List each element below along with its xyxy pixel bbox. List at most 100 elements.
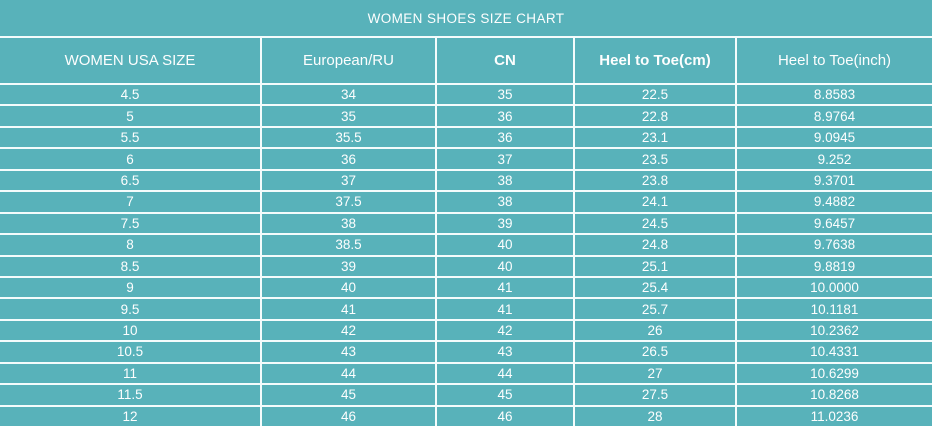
table-cell: 45 bbox=[437, 385, 575, 405]
table-cell: 35 bbox=[262, 106, 437, 126]
table-cell: 35 bbox=[437, 85, 575, 105]
table-cell: 23.8 bbox=[575, 170, 737, 191]
table-row: 10.5 43 43 26.5 10.4331 bbox=[0, 342, 932, 364]
table-cell: 10.0000 bbox=[810, 280, 859, 296]
table-cell: 10.4331 bbox=[810, 344, 859, 360]
table-cell: 6 bbox=[0, 149, 262, 169]
table-cell: 36 bbox=[437, 127, 575, 148]
table-cell: 8 bbox=[0, 235, 262, 255]
table-cell: 24.1 bbox=[575, 192, 737, 212]
table-cell: 42 bbox=[262, 320, 437, 341]
table-cell: 7 bbox=[0, 192, 262, 212]
table-cell: 42 bbox=[437, 320, 575, 341]
table-cell: 5 bbox=[0, 106, 262, 126]
table-row: 5.5 35.5 36 23.1 9.0945 bbox=[0, 127, 932, 150]
table-cell: 4.5 bbox=[0, 85, 262, 105]
table-cell: 34 bbox=[262, 85, 437, 105]
table-cell: 40 bbox=[437, 256, 575, 276]
table-cell: 41 bbox=[437, 277, 575, 298]
table-cell: 35.5 bbox=[262, 127, 437, 148]
table-cell: 41 bbox=[262, 299, 437, 319]
table-cell: 9.7638 bbox=[813, 237, 856, 253]
table-row: 11 44 44 27 10.6299 bbox=[0, 363, 932, 386]
table-cell: 27.5 bbox=[575, 385, 737, 405]
table-row: 6.5 37 38 23.8 9.3701 bbox=[0, 170, 932, 193]
table-cell: 39 bbox=[262, 256, 437, 276]
table-cell: 23.1 bbox=[575, 127, 737, 148]
table-cell: 40 bbox=[437, 235, 575, 255]
column-header: European/RU bbox=[262, 38, 437, 83]
table-cell: 8.8583 bbox=[813, 87, 856, 103]
table-cell: 23.5 bbox=[575, 149, 737, 169]
table-cell: 37 bbox=[437, 149, 575, 169]
table-cell: 10.2362 bbox=[810, 323, 859, 339]
table-cell: 25.7 bbox=[575, 299, 737, 319]
table-cell: 9.4882 bbox=[813, 194, 856, 210]
table-cell: 9.3701 bbox=[813, 172, 856, 188]
table-cell: 24.5 bbox=[575, 213, 737, 234]
table-cell: 22.5 bbox=[575, 85, 737, 105]
table-cell: 11 bbox=[0, 363, 262, 384]
column-header: Heel to Toe(cm) bbox=[575, 38, 737, 83]
table-cell: 44 bbox=[437, 363, 575, 384]
table-cell: 40 bbox=[262, 277, 437, 298]
header-row: WOMEN USA SIZE European/RU CN Heel to Toe(c… bbox=[0, 38, 932, 85]
table-cell: 11.0236 bbox=[810, 408, 859, 424]
table-cell: 12 bbox=[0, 406, 262, 426]
table-row: 6 36 37 23.5 9.252 bbox=[0, 149, 932, 171]
table-cell: 22.8 bbox=[575, 106, 737, 126]
table-cell: 9.252 bbox=[817, 151, 852, 167]
table-cell: 38 bbox=[437, 192, 575, 212]
table-row: 10 42 42 26 10.2362 bbox=[0, 320, 932, 343]
table-cell: 7.5 bbox=[0, 213, 262, 234]
table-cell: 10.6299 bbox=[810, 365, 859, 381]
table-cell: 38 bbox=[262, 213, 437, 234]
table-cell: 26.5 bbox=[575, 342, 737, 362]
table-cell: 9.8819 bbox=[813, 258, 856, 274]
table-cell: 46 bbox=[262, 406, 437, 426]
table-cell: 41 bbox=[437, 299, 575, 319]
table-cell: 38 bbox=[437, 170, 575, 191]
table-cell: 25.1 bbox=[575, 256, 737, 276]
table-cell: 27 bbox=[575, 363, 737, 384]
table-cell: 45 bbox=[262, 385, 437, 405]
column-header: CN bbox=[437, 38, 575, 83]
table-cell: 44 bbox=[262, 363, 437, 384]
table-cell: 8.5 bbox=[0, 256, 262, 276]
table-cell: 43 bbox=[262, 342, 437, 362]
table-cell: 36 bbox=[437, 106, 575, 126]
table-cell: 9.5 bbox=[0, 299, 262, 319]
table-row: 4.5 34 35 22.5 8.8583 bbox=[0, 85, 932, 107]
table-row: 8 38.5 40 24.8 9.7638 bbox=[0, 235, 932, 257]
table-row: 9 40 41 25.4 10.0000 bbox=[0, 277, 932, 300]
table-cell: 9.0945 bbox=[813, 130, 856, 146]
column-header: WOMEN USA SIZE bbox=[0, 38, 262, 83]
table-row: 11.5 45 45 27.5 10.8268 bbox=[0, 385, 932, 407]
table-body: 4.5 34 35 22.5 8.8583 5 35 36 22.8 8.9764 5.5 35.5 3… bbox=[0, 85, 932, 426]
table-cell: 39 bbox=[437, 213, 575, 234]
table-cell: 6.5 bbox=[0, 170, 262, 191]
table-cell: 38.5 bbox=[262, 235, 437, 255]
table-cell: 28 bbox=[575, 406, 737, 426]
table-row: 7 37.5 38 24.1 9.4882 bbox=[0, 192, 932, 214]
table-cell: 10.1181 bbox=[810, 301, 859, 317]
table-cell: 36 bbox=[262, 149, 437, 169]
table-cell: 11.5 bbox=[0, 385, 262, 405]
table-row: 7.5 38 39 24.5 9.6457 bbox=[0, 213, 932, 236]
table-cell: 43 bbox=[437, 342, 575, 362]
table-row: 12 46 46 28 11.0236 bbox=[0, 406, 932, 426]
column-header: Heel to Toe(inch) bbox=[777, 52, 892, 69]
table-cell: 25.4 bbox=[575, 277, 737, 298]
table-cell: 10.5 bbox=[0, 342, 262, 362]
table-row: 9.5 41 41 25.7 10.1181 bbox=[0, 299, 932, 321]
chart-title: WOMEN SHOES SIZE CHART bbox=[0, 0, 932, 38]
table-row: 5 35 36 22.8 8.9764 bbox=[0, 106, 932, 128]
table-cell: 9 bbox=[0, 277, 262, 298]
table-row: 8.5 39 40 25.1 9.8819 bbox=[0, 256, 932, 278]
table-cell: 8.9764 bbox=[813, 108, 856, 124]
table-cell: 26 bbox=[575, 320, 737, 341]
table-cell: 9.6457 bbox=[813, 215, 856, 231]
table-cell: 10 bbox=[0, 320, 262, 341]
table-cell: 5.5 bbox=[0, 127, 262, 148]
